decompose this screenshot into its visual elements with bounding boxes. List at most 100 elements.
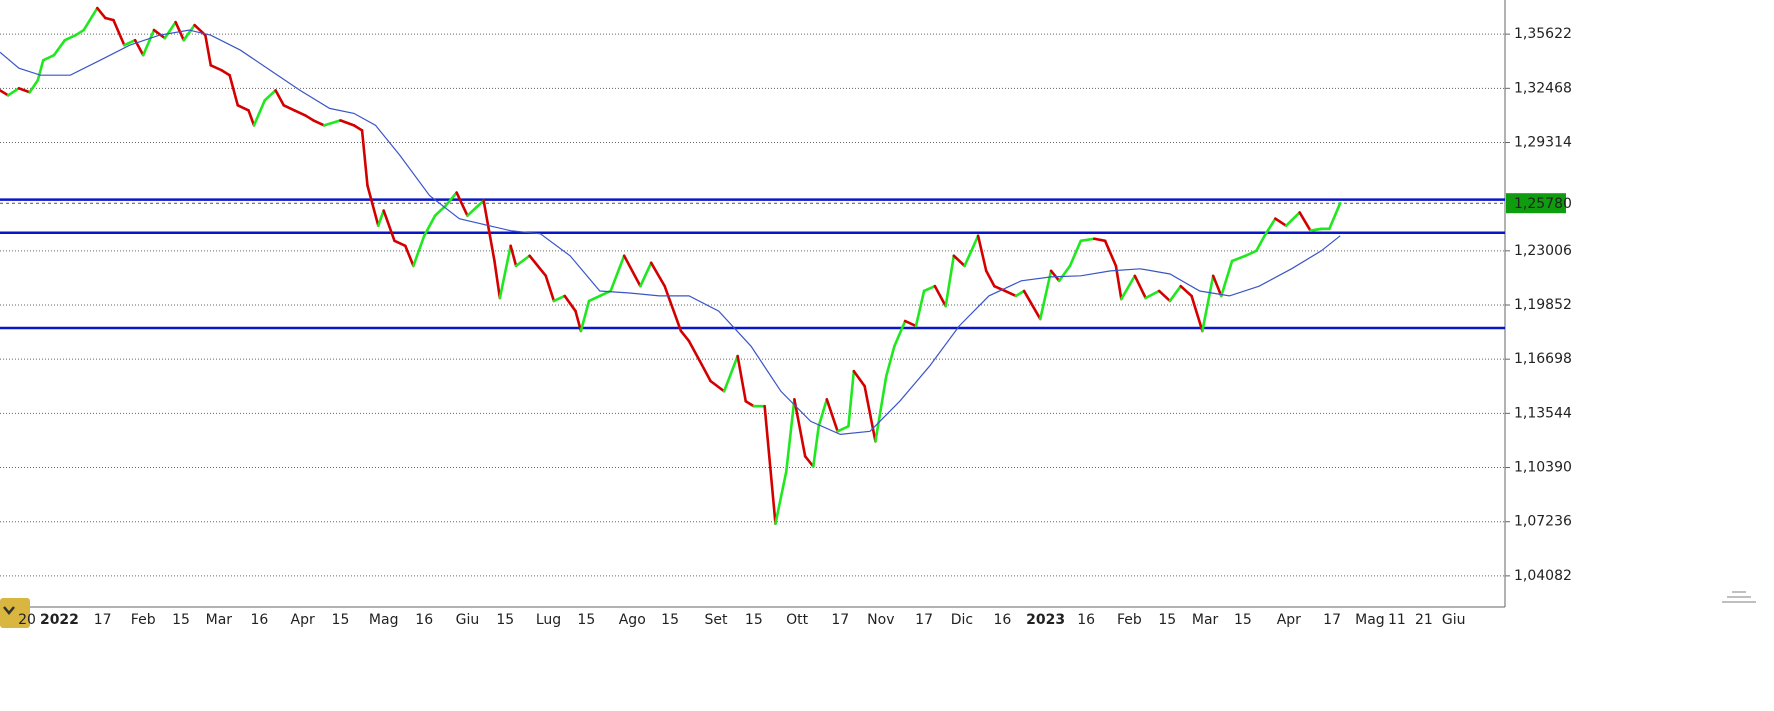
price-segment	[1022, 289, 1042, 321]
price-segment	[663, 284, 683, 333]
x-tick-label: 11	[1388, 612, 1406, 628]
menu-button[interactable]	[0, 598, 30, 628]
price-segment	[1179, 284, 1193, 298]
moving-average	[0, 29, 1341, 436]
price-segment	[1168, 284, 1183, 303]
price-segment	[544, 274, 556, 303]
x-tick-label: Set	[705, 612, 729, 628]
price-segment	[52, 38, 67, 57]
x-tick-label: 15	[1158, 612, 1176, 628]
price-segment	[852, 369, 866, 388]
x-tick-label: Dic	[951, 612, 973, 628]
price-segment	[1284, 211, 1301, 227]
x-tick-label: 17	[94, 612, 112, 628]
x-tick-label: 2023	[1026, 612, 1065, 628]
price-segment	[382, 209, 396, 243]
price-segment	[579, 299, 591, 333]
x-tick-label: Ott	[786, 612, 809, 628]
price-segment	[1014, 289, 1026, 298]
price-segment	[152, 28, 167, 40]
price-segment	[847, 369, 856, 428]
x-tick-label: Mar	[206, 612, 233, 628]
price-segment	[993, 284, 1007, 293]
price-segment	[679, 329, 691, 343]
price-segment	[236, 103, 250, 112]
price-segment	[1230, 254, 1247, 263]
price-segment	[736, 354, 748, 403]
x-tick-label: 15	[661, 612, 679, 628]
price-segment	[252, 99, 267, 127]
price-segment	[1211, 274, 1223, 298]
price-segment	[74, 28, 86, 37]
price-segment	[444, 191, 458, 207]
price-segment	[82, 6, 99, 32]
x-tick-label: Feb	[1117, 612, 1142, 628]
price-segment	[482, 199, 496, 263]
price-segment	[528, 254, 548, 278]
price-segment	[903, 319, 918, 328]
price-segment	[228, 73, 240, 107]
price-segment	[393, 239, 407, 248]
y-tick-label: 1,13544	[1514, 405, 1572, 421]
x-tick-label: Apr	[1277, 612, 1301, 628]
x-tick-label: 17	[831, 612, 849, 628]
x-tick-label: Apr	[291, 612, 315, 628]
price-segment	[204, 33, 213, 67]
price-segment	[282, 103, 296, 112]
price-segment	[36, 58, 45, 82]
x-tick-label: 16	[1077, 612, 1095, 628]
price-segment	[1057, 264, 1072, 283]
price-segment	[41, 53, 56, 62]
price-segment	[552, 294, 567, 303]
price-segment	[466, 204, 480, 218]
menu-chevron	[3, 606, 15, 615]
price-segment	[322, 119, 342, 127]
price-segment	[1144, 289, 1161, 300]
price-segment	[304, 114, 315, 122]
price-segment	[1274, 217, 1288, 227]
price-segment	[687, 339, 702, 363]
y-tick-label: 1,29314	[1514, 134, 1572, 150]
price-segment	[122, 38, 137, 47]
price-segment	[0, 89, 10, 97]
x-tick-label: 17	[915, 612, 933, 628]
price-segment	[817, 398, 829, 428]
price-segment	[293, 109, 307, 117]
x-tick-label: 15	[577, 612, 595, 628]
y-tick-label: 1,32468	[1514, 80, 1572, 96]
x-tick-label: 16	[250, 612, 268, 628]
price-segment	[587, 294, 602, 303]
price-segment	[403, 244, 415, 268]
x-tick-label: 20	[18, 612, 36, 628]
price-segment	[1068, 239, 1083, 268]
scale-handle[interactable]	[1722, 591, 1756, 603]
price-segment	[922, 284, 937, 293]
menu-button-bg[interactable]	[0, 598, 30, 628]
x-tick-label: Mar	[1192, 612, 1219, 628]
price-segment	[976, 234, 988, 273]
price-segment	[1049, 269, 1061, 283]
price-segment	[274, 89, 286, 107]
x-tick-label: Giu	[456, 612, 480, 628]
price-segment	[17, 86, 32, 94]
price-segment	[963, 234, 980, 268]
price-segment	[63, 33, 77, 42]
price-segment	[811, 425, 820, 468]
x-tick-label: 15	[496, 612, 514, 628]
price-segment	[1003, 289, 1018, 298]
y-tick-label: 1,23006	[1514, 243, 1572, 259]
x-tick-label: 21	[1415, 612, 1433, 628]
price-segment	[366, 184, 380, 227]
price-segment	[498, 244, 512, 300]
price-segment	[784, 398, 796, 473]
price-segment	[944, 254, 956, 308]
price-segment	[952, 254, 966, 268]
plot-area	[0, 6, 1505, 577]
price-segment	[1038, 269, 1053, 321]
x-tick-label: 16	[415, 612, 433, 628]
price-segment	[1157, 289, 1172, 303]
price-segment	[6, 86, 21, 97]
x-tick-label: Mag	[1355, 612, 1385, 628]
price-segment	[509, 244, 518, 268]
